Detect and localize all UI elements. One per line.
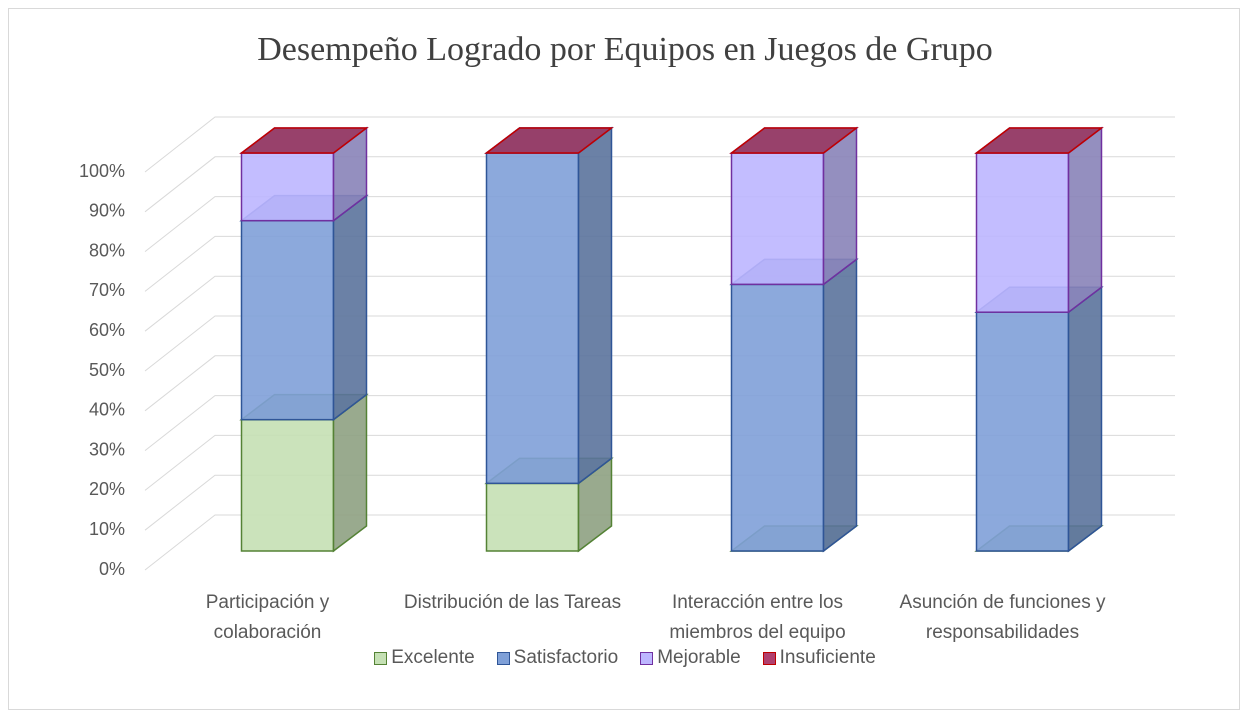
legend-label: Mejorable xyxy=(657,647,741,668)
bar-front xyxy=(975,152,1070,313)
chart-title: Desempeño Logrado por Equipos en Juegos … xyxy=(257,31,993,68)
bar-front xyxy=(730,283,825,552)
bar-side xyxy=(332,194,368,422)
chart-border xyxy=(8,8,1240,710)
bar-top xyxy=(974,127,1104,154)
legend-item: Mejorable xyxy=(640,647,741,669)
legend-item: Excelente xyxy=(374,647,475,669)
bar-front xyxy=(485,152,580,485)
legend-label: Excelente xyxy=(391,647,475,668)
y-tick-label: 100% xyxy=(79,161,125,181)
bar-side xyxy=(822,257,858,553)
y-tick-label: 60% xyxy=(89,320,125,340)
y-tick-label: 10% xyxy=(89,519,125,539)
y-tick-label: 0% xyxy=(99,559,125,579)
x-tick-label: Distribución de las Tareas xyxy=(403,592,622,613)
legend-swatch xyxy=(762,651,776,665)
bar-top xyxy=(729,127,859,154)
legend: Excelente Satisfactorio Mejorable Insuficie… xyxy=(0,647,1250,669)
bar-front xyxy=(240,418,335,552)
bar-front xyxy=(240,152,335,222)
bar-stack xyxy=(729,126,859,553)
bar-top xyxy=(239,127,369,154)
bar-top xyxy=(484,127,614,154)
y-tick-label: 40% xyxy=(89,400,125,420)
bar-front xyxy=(240,219,335,421)
bar-side xyxy=(577,126,613,485)
y-tick-label: 90% xyxy=(89,201,125,221)
bar-front xyxy=(485,482,580,552)
bar-side xyxy=(822,126,858,286)
y-tick-label: 30% xyxy=(89,439,125,459)
y-tick-label: 50% xyxy=(89,360,125,380)
bar-side xyxy=(1067,126,1103,314)
legend-swatch xyxy=(496,651,510,665)
y-tick-label: 70% xyxy=(89,280,125,300)
bar-side xyxy=(332,393,368,553)
bar-stack xyxy=(974,126,1104,553)
legend-label: Insuficiente xyxy=(779,647,876,668)
x-tick-label: Participación y colaboración xyxy=(205,592,330,643)
bar-stack xyxy=(484,126,614,553)
bar-front xyxy=(730,152,825,286)
bar-stack xyxy=(239,126,369,553)
x-tick-label: Asunción de funciones y responsabilidade… xyxy=(899,592,1106,643)
bar-front xyxy=(975,311,1070,552)
legend-item: Satisfactorio xyxy=(496,647,619,669)
y-tick-label: 80% xyxy=(89,240,125,260)
legend-label: Satisfactorio xyxy=(513,647,619,668)
bar-side xyxy=(1067,285,1103,553)
legend-swatch xyxy=(374,651,388,665)
legend-swatch xyxy=(640,651,654,665)
y-tick-label: 20% xyxy=(89,479,125,499)
grid-line xyxy=(144,116,1175,173)
x-tick-label: Interacción entre los miembros del equip… xyxy=(669,592,846,643)
legend-item: Insuficiente xyxy=(762,647,876,669)
